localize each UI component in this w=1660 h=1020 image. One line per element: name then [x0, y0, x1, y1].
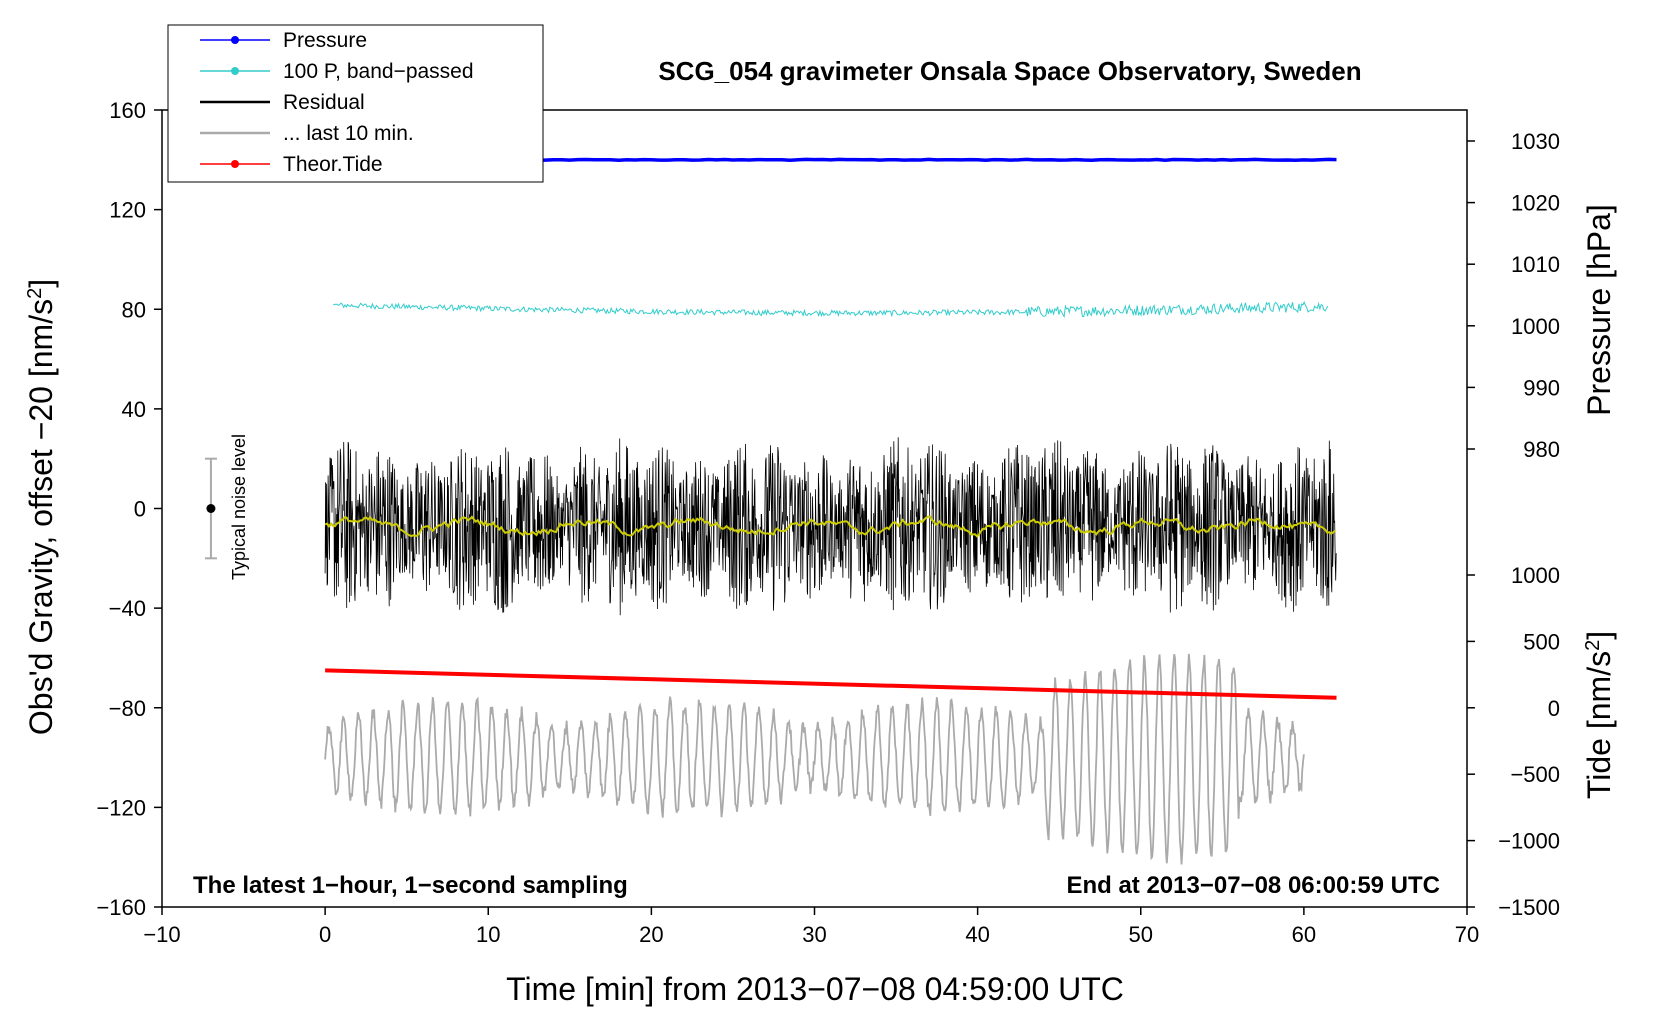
legend-marker [231, 160, 239, 168]
y-axis-tide-label: Tide [nm/s2] [1581, 631, 1617, 799]
noise-label: Typical noise level [229, 434, 249, 580]
y-left-label-sup: 2 [24, 288, 46, 299]
note-right: End at 2013−07−08 06:00:59 UTC [1066, 872, 1440, 899]
series-last-10-min [324, 653, 1305, 865]
y-tick-label: 160 [109, 98, 146, 123]
series-residual-smoothed [324, 515, 1336, 538]
legend-box [167, 24, 544, 183]
legend-label: Residual [283, 91, 365, 114]
x-tick-label: 20 [639, 922, 663, 947]
x-tick-label: 70 [1455, 922, 1479, 947]
legend-label: Theor.Tide [283, 153, 383, 176]
tide-tick-label: −1500 [1498, 895, 1560, 920]
x-tick-label: 40 [965, 922, 989, 947]
y-tick-label: 120 [109, 198, 146, 223]
noise-indicator [204, 457, 217, 560]
y-axis-pressure: 1030 1020 1010 1000 990 980 [1467, 129, 1560, 462]
y-tick-label: −120 [96, 795, 146, 820]
note-left: The latest 1−hour, 1−second sampling [193, 872, 628, 899]
noise-bar-center [206, 504, 216, 513]
y-axis-left-label: Obs'd Gravity, offset −20 [nm/s2] [23, 279, 59, 735]
y-left-label-main: Obs'd Gravity, offset −20 [nm/s [23, 299, 59, 735]
legend-marker [231, 36, 239, 44]
tide-tick-label: −1000 [1498, 829, 1560, 854]
series-theor-tide [325, 668, 1337, 700]
series-layer [324, 157, 1337, 865]
pressure-tick-label: 990 [1523, 375, 1560, 400]
y-tick-label: −160 [96, 895, 146, 920]
legend-marker [231, 67, 239, 75]
pressure-tick-label: 1010 [1511, 252, 1560, 277]
pressure-tick-label: 1020 [1511, 191, 1560, 216]
tide-label-main: Tide [nm/s [1581, 651, 1617, 799]
tide-tick-label: 0 [1548, 696, 1560, 721]
legend-label: ... last 10 min. [283, 122, 414, 145]
series-residual [324, 437, 1337, 616]
y-tick-label: −80 [109, 696, 146, 721]
tide-label-sup: 2 [1582, 640, 1604, 651]
x-tick-label: −10 [143, 922, 180, 947]
y-axis-left: 160 120 80 40 0 −40 −80 −120 −160 [96, 98, 162, 920]
pressure-tick-label: 1000 [1511, 314, 1560, 339]
y-tick-label: 80 [122, 297, 146, 322]
tide-tick-label: 1000 [1511, 563, 1560, 588]
y-tick-label: 0 [134, 497, 146, 522]
x-tick-label: 10 [476, 922, 500, 947]
pressure-tick-label: 980 [1523, 437, 1560, 462]
y-axis-pressure-label: Pressure [hPa] [1581, 204, 1617, 416]
tide-label-close: ] [1581, 631, 1617, 640]
chart-title: SCG_054 gravimeter Onsala Space Observat… [658, 56, 1361, 86]
legend-label: 100 P, band−passed [283, 60, 474, 83]
x-axis-label: Time [min] from 2013−07−08 04:59:00 UTC [506, 971, 1124, 1007]
tide-tick-label: −500 [1510, 762, 1560, 787]
legend-label: Pressure [283, 29, 367, 52]
x-tick-label: 60 [1292, 922, 1316, 947]
x-tick-label: 0 [319, 922, 331, 947]
y-left-label-close: ] [23, 279, 59, 288]
pressure-tick-label: 1030 [1511, 129, 1560, 154]
x-axis: −10 0 10 20 30 40 50 60 70 [143, 907, 1479, 947]
y-tick-label: 40 [122, 397, 146, 422]
tide-tick-label: 500 [1523, 629, 1560, 654]
x-tick-label: 30 [802, 922, 826, 947]
series-pressure-bandpassed [333, 300, 1329, 319]
x-tick-label: 50 [1129, 922, 1153, 947]
y-axis-tide: 1000 500 0 −500 −1000 −1500 [1467, 563, 1560, 920]
y-tick-label: −40 [109, 596, 146, 621]
legend: Pressure 100 P, band−passed Residual ... la… [167, 24, 544, 183]
